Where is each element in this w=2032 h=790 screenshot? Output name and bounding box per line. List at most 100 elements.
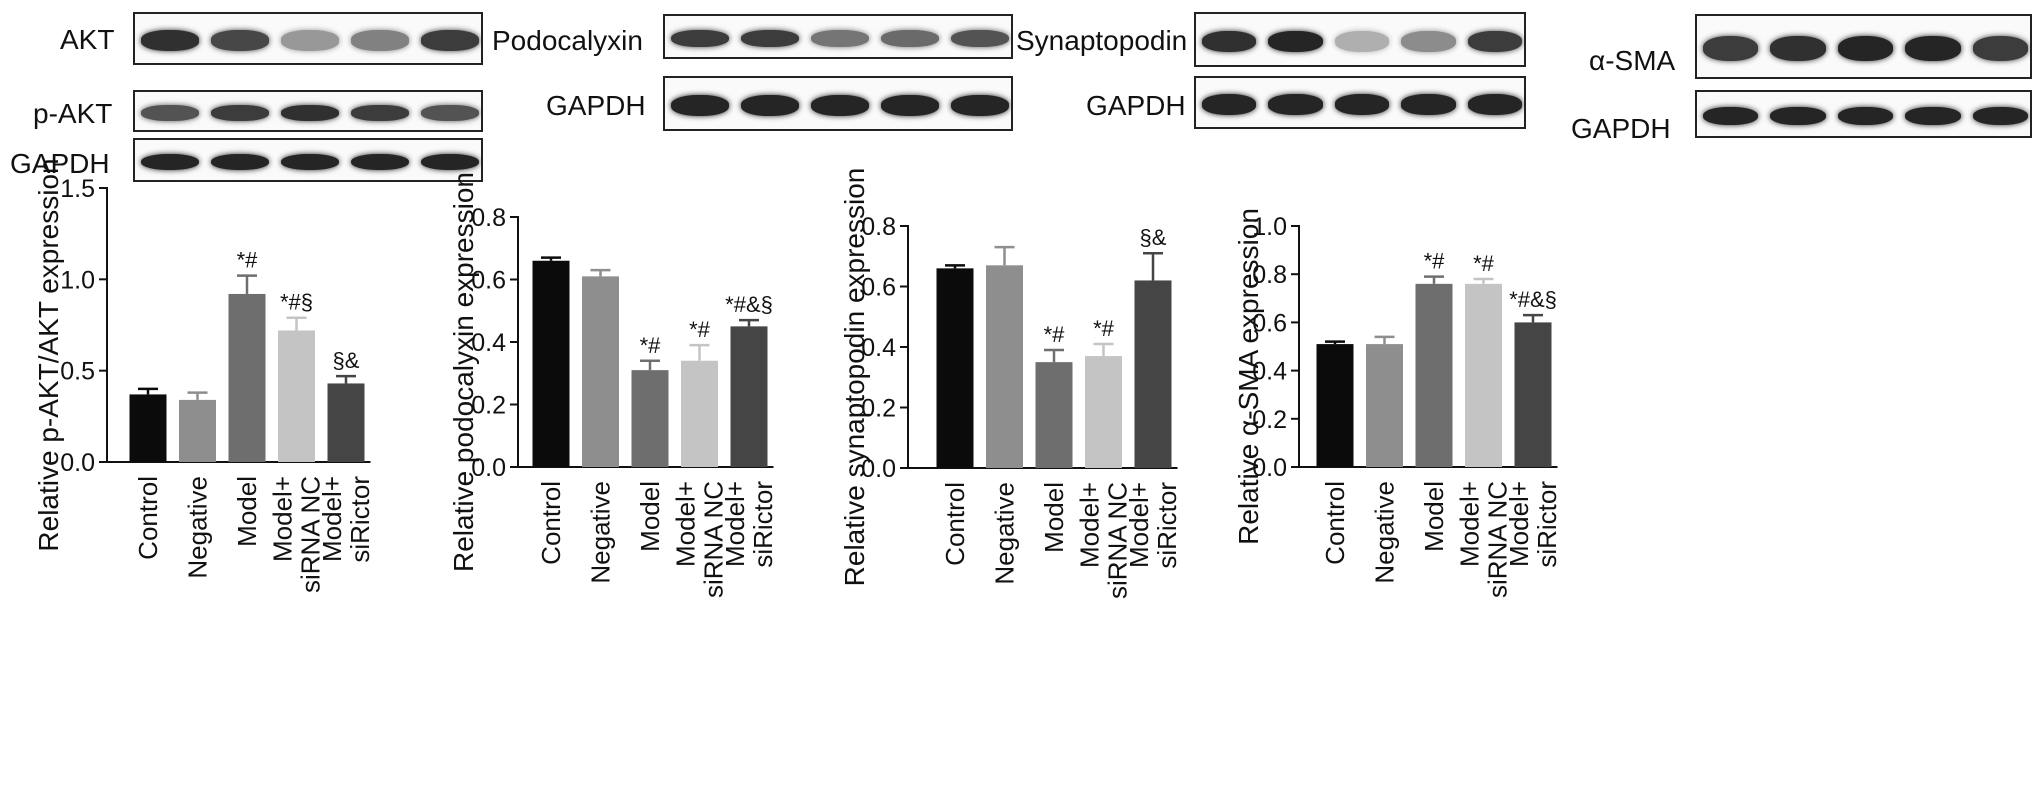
category-label: siRNA NC (699, 481, 729, 598)
blot-band (1401, 31, 1456, 52)
bar (631, 370, 669, 467)
blot-strip (1194, 76, 1526, 129)
blot-band (951, 95, 1009, 116)
category-label: Negative (586, 481, 616, 584)
blot-label: α-SMA (1589, 45, 1676, 76)
bar (1085, 356, 1122, 468)
category-label: Model (1419, 481, 1449, 552)
category-label: Negative (1370, 481, 1400, 584)
bar (730, 326, 768, 467)
blot-band (811, 29, 869, 48)
significance-label: *#&§ (1509, 287, 1557, 312)
blot-band (1401, 94, 1456, 115)
significance-label: *# (689, 317, 711, 342)
y-tick-label: 0.8 (471, 204, 506, 232)
category-label: Model+ (1455, 481, 1485, 567)
blot-label: Podocalyxin (492, 25, 643, 56)
category-label: Control (940, 482, 970, 566)
bar (1465, 283, 1502, 467)
blot-band (351, 30, 409, 51)
blot-label: p-AKT (33, 98, 113, 129)
blot-band (141, 153, 199, 171)
blot-label: GAPDH (1571, 113, 1671, 144)
y-axis-title: Relative α-SMA expression (1233, 208, 1264, 545)
category-label: siRNA NC (1103, 482, 1133, 599)
category-label: Control (1320, 481, 1350, 565)
blot-strip (133, 90, 483, 132)
blot-band (211, 30, 269, 51)
y-tick-label: 0.8 (1252, 261, 1287, 289)
y-tick-label: 0.4 (471, 329, 506, 357)
y-axis-title: Relative podocalyxin expression (448, 172, 479, 572)
category-label: Negative (990, 482, 1020, 585)
y-tick-label: 0.2 (1252, 406, 1287, 434)
category-label: Model+ (317, 476, 347, 562)
blot-band (351, 105, 409, 121)
significance-label: §& (1140, 225, 1167, 250)
y-tick-label: 0.2 (471, 392, 506, 420)
significance-label: *# (1044, 322, 1066, 347)
significance-label: *#&§ (725, 292, 773, 317)
blot-band (1837, 106, 1894, 126)
category-label: siRNA NC (1483, 481, 1513, 598)
y-tick-label: 0.2 (861, 395, 896, 423)
y-tick-label: 0.4 (1252, 358, 1287, 386)
y-tick-label: 1.0 (1252, 213, 1287, 241)
blot-label: Synaptopodin (1016, 25, 1188, 56)
bar (936, 268, 974, 468)
bar (278, 330, 315, 462)
blot-band (671, 95, 729, 116)
blot-label: GAPDH (1086, 90, 1186, 121)
blot-band (421, 153, 479, 171)
category-label: Model (232, 476, 262, 547)
blot-band (281, 153, 339, 171)
blot-label: GAPDH (10, 148, 110, 179)
y-tick-label: 0.6 (1252, 309, 1287, 337)
category-label: Model (1039, 482, 1069, 553)
blot-band (281, 30, 339, 51)
blot-band (1467, 94, 1522, 115)
significance-label: *# (1473, 251, 1495, 276)
bar (129, 394, 167, 462)
bar (1366, 344, 1403, 467)
category-label: Model+ (720, 481, 750, 567)
category-label: siRNA NC (296, 476, 326, 593)
blot-band (1334, 31, 1390, 52)
bar (1415, 283, 1453, 467)
blot-band (211, 105, 269, 121)
y-tick-label: 0.4 (861, 334, 896, 362)
category-label: Model+ (1075, 482, 1105, 568)
y-axis-title: Relative p-AKT/AKT expression (33, 158, 64, 551)
blot-band (811, 95, 869, 116)
blot-band (1467, 31, 1522, 52)
blot-band (1703, 106, 1759, 126)
blot-band (1201, 31, 1257, 52)
bar (179, 399, 216, 462)
category-label: Control (536, 481, 566, 565)
bar (532, 260, 570, 467)
significance-label: *#§ (280, 290, 313, 315)
significance-label: §& (333, 348, 360, 373)
blot-band (1905, 36, 1961, 61)
category-label: Negative (183, 476, 213, 579)
blot-band (1770, 36, 1826, 61)
blot-strip (133, 138, 483, 182)
bar (681, 360, 718, 467)
category-label: siRictor (345, 476, 375, 563)
y-tick-label: 0.6 (471, 267, 506, 295)
blot-strip (133, 12, 483, 65)
bar (228, 293, 266, 462)
blot-band (141, 105, 199, 121)
category-label: Control (133, 476, 163, 560)
blot-band (421, 30, 479, 51)
significance-label: *# (1093, 316, 1115, 341)
y-tick-label: 0.0 (471, 454, 506, 482)
category-label: Model+ (1124, 482, 1154, 568)
category-label: siRictor (1152, 482, 1182, 569)
significance-label: *# (640, 333, 662, 358)
blot-band (1905, 106, 1961, 126)
category-label: siRictor (748, 481, 778, 568)
